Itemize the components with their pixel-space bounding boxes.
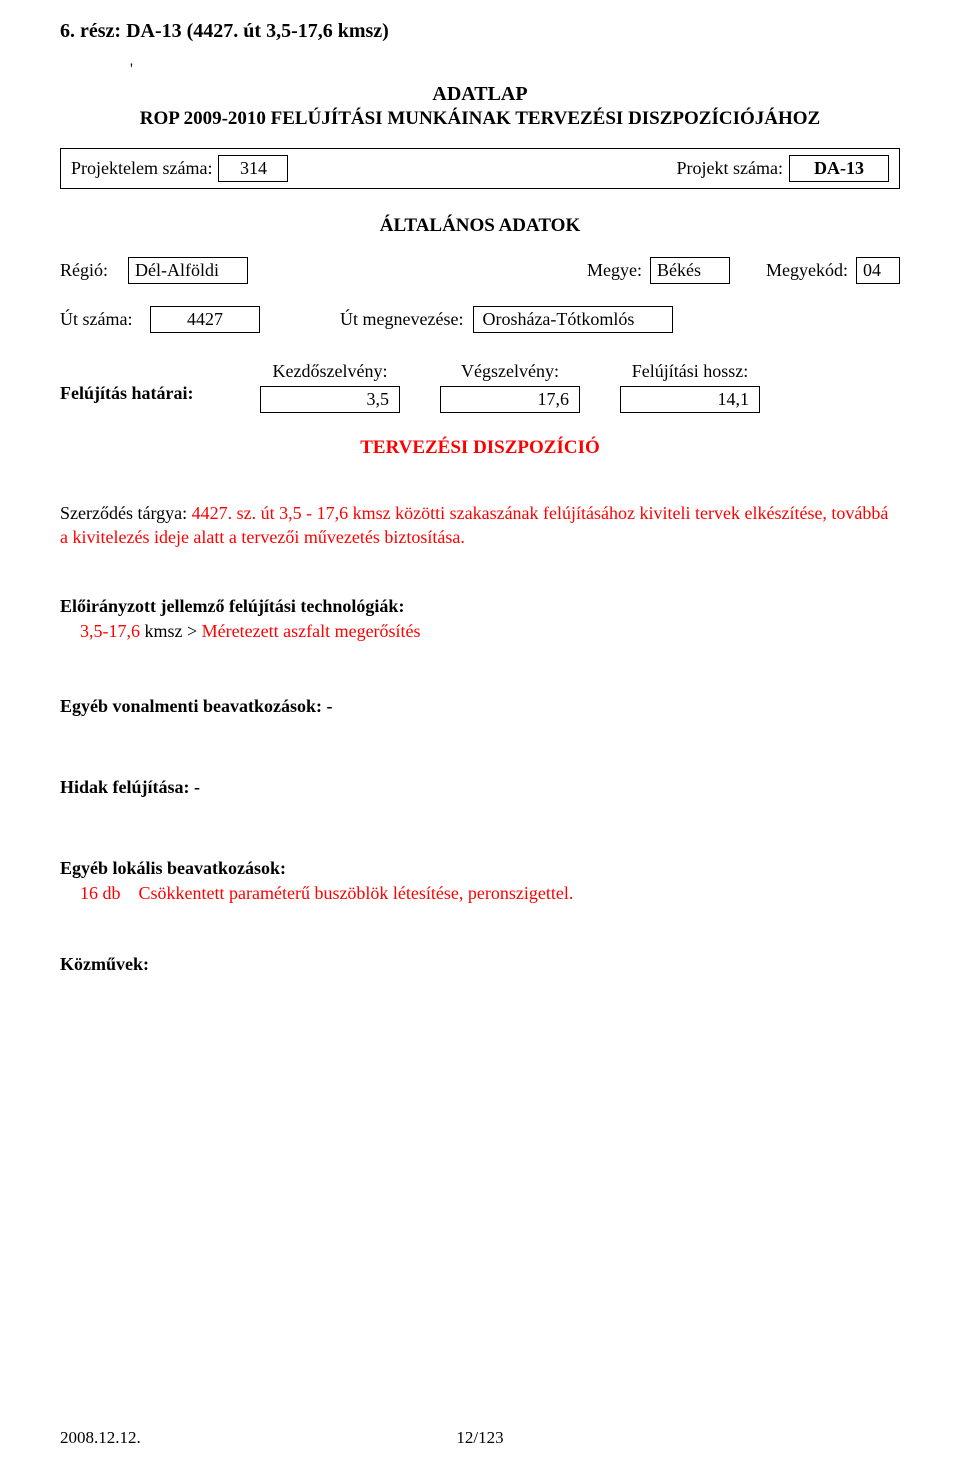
adatlap-heading: ADATLAP <box>60 83 900 106</box>
end-value: 17,6 <box>440 386 580 413</box>
bridges: Hidak felújítása: - <box>60 777 900 798</box>
region-value: Dél-Alföldi <box>128 257 248 284</box>
bounds-row: Felújítás határai: Kezdőszelvény: 3,5 Vé… <box>60 361 900 413</box>
contract-prefix: Szerződés tárgya: <box>60 503 192 523</box>
start-col: Kezdőszelvény: 3,5 <box>260 361 400 413</box>
roadnum-value: 4427 <box>150 306 260 333</box>
local-heading: Egyéb lokális beavatkozások: <box>60 858 900 879</box>
disposition-heading: TERVEZÉSI DISZPOZÍCIÓ <box>60 437 900 459</box>
len-value: 14,1 <box>620 386 760 413</box>
end-label: Végszelvény: <box>461 361 559 382</box>
tech-desc: Méretezett aszfalt megerősítés <box>202 621 421 641</box>
quote-mark: ' <box>130 61 900 79</box>
road-row: Út száma: 4427 Út megnevezése: Orosháza-… <box>60 306 900 333</box>
local-line: 16 db Csökkentett paraméterű buszöblök l… <box>80 883 900 904</box>
project-row: Projektelem száma: 314 Projekt száma: DA… <box>60 148 900 189</box>
region-label: Régió: <box>60 260 120 281</box>
proj-elem-label: Projektelem száma: <box>71 158 212 179</box>
section-title: 6. rész: DA-13 (4427. út 3,5-17,6 kmsz) <box>60 20 900 43</box>
footer: 2008.12.12. 12/123 <box>60 1428 900 1448</box>
utilities-heading: Közművek: <box>60 954 900 975</box>
start-value: 3,5 <box>260 386 400 413</box>
tech-heading: Előirányzott jellemző felújítási technol… <box>60 596 900 617</box>
tech-range: 3,5-17,6 <box>80 621 140 641</box>
footer-page: 12/123 <box>456 1428 503 1448</box>
len-label: Felújítási hossz: <box>632 361 749 382</box>
subtitle: ROP 2009-2010 FELÚJÍTÁSI MUNKÁINAK TERVE… <box>60 108 900 130</box>
proj-num-value: DA-13 <box>789 155 889 182</box>
line-interventions: Egyéb vonalmenti beavatkozások: - <box>60 696 900 717</box>
proj-num-label: Projekt száma: <box>677 158 783 179</box>
countycode-value: 04 <box>856 257 900 284</box>
roadname-value: Orosháza-Tótkomlós <box>473 306 673 333</box>
countycode-label: Megyekód: <box>766 260 848 281</box>
start-label: Kezdőszelvény: <box>273 361 388 382</box>
county-label: Megye: <box>587 260 642 281</box>
contract-paragraph: Szerződés tárgya: 4427. sz. út 3,5 - 17,… <box>60 501 900 550</box>
roadnum-label: Út száma: <box>60 309 140 330</box>
region-row: Régió: Dél-Alföldi Megye: Békés Megyekód… <box>60 257 900 284</box>
county-value: Békés <box>650 257 730 284</box>
bounds-label: Felújítás határai: <box>60 361 220 404</box>
tech-unit: kmsz > <box>140 621 202 641</box>
local-count: 16 db <box>80 883 121 903</box>
general-heading: ÁLTALÁNOS ADATOK <box>60 215 900 237</box>
tech-line: 3,5-17,6 kmsz > Méretezett aszfalt meger… <box>80 621 900 642</box>
end-col: Végszelvény: 17,6 <box>440 361 580 413</box>
roadname-label: Út megnevezése: <box>340 309 463 330</box>
len-col: Felújítási hossz: 14,1 <box>620 361 760 413</box>
local-desc: Csökkentett paraméterű buszöblök létesít… <box>139 883 574 903</box>
footer-date: 2008.12.12. <box>60 1428 141 1448</box>
local-block: Egyéb lokális beavatkozások: 16 db Csökk… <box>60 858 900 904</box>
proj-elem-value: 314 <box>218 155 288 182</box>
